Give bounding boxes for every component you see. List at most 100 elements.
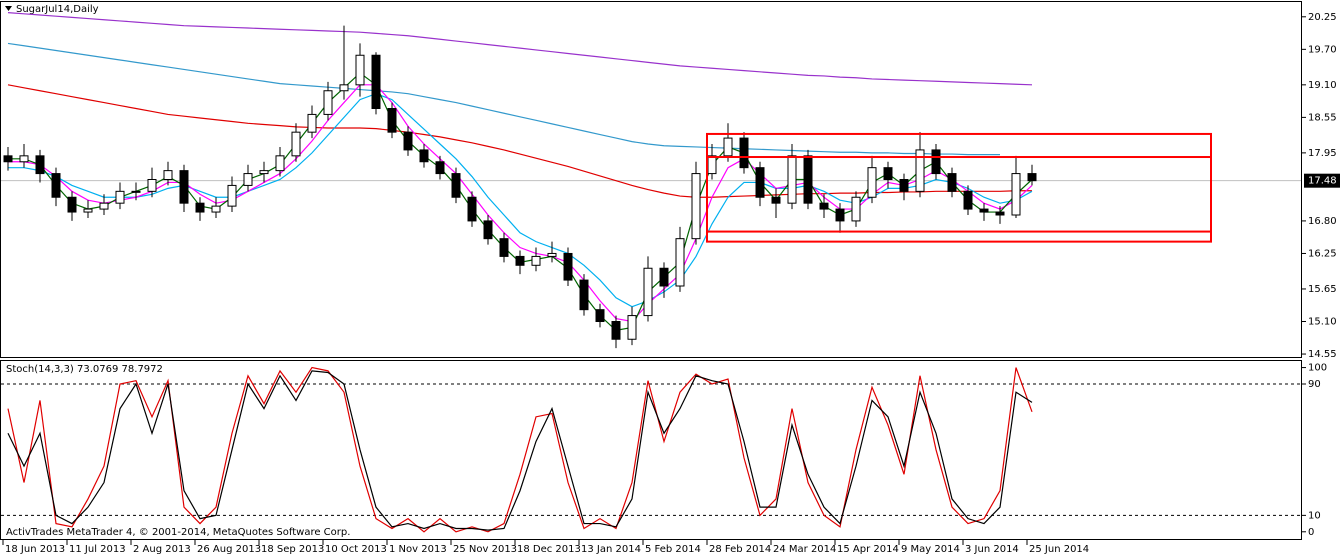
candle-body — [227, 184, 237, 207]
candle-body — [979, 208, 989, 213]
stoch-title: Stoch(14,3,3) 73.0769 78.7972 — [6, 364, 163, 375]
candle-body — [51, 173, 61, 198]
candle-body — [723, 137, 733, 157]
candle-body — [835, 208, 845, 222]
candle-body — [707, 155, 717, 175]
candle-body — [115, 190, 125, 204]
candle-body — [1027, 173, 1037, 182]
candle-body — [643, 267, 653, 317]
candle-body — [291, 131, 301, 157]
y-tick-label: 20.25 — [1308, 12, 1337, 23]
candle-body — [259, 170, 269, 175]
x-tick-label: 15 Apr 2014 — [837, 544, 899, 555]
candle-body — [211, 205, 221, 213]
candle-body — [19, 155, 29, 163]
last-price-box — [1304, 173, 1340, 188]
candle-body — [355, 54, 365, 86]
candle-body — [851, 196, 861, 222]
x-tick-label: 5 Feb 2014 — [645, 544, 701, 555]
stoch-line — [7, 366, 1033, 533]
candle-body — [787, 155, 797, 204]
candle-body — [963, 190, 973, 210]
y-tick-label: 10 — [1308, 510, 1321, 521]
y-tick-label: 100 — [1308, 363, 1327, 374]
candle-body — [403, 131, 413, 151]
x-tick-label: 11 Jul 2013 — [69, 544, 126, 555]
candle-body — [531, 255, 541, 266]
candle-body — [611, 321, 621, 340]
candle-body — [307, 113, 317, 133]
candle-body — [691, 173, 701, 240]
x-tick-label: 18 Dec 2013 — [517, 544, 581, 555]
candle-body — [867, 167, 877, 198]
candle-body — [675, 238, 685, 287]
candle-body — [659, 267, 669, 287]
x-tick-label: 1 Nov 2013 — [389, 544, 447, 555]
y-tick-label: 15.10 — [1308, 317, 1337, 328]
last-price-label: 17.48 — [1308, 176, 1337, 187]
candle-body — [755, 167, 765, 198]
candle-body — [275, 155, 285, 172]
stoch-panel-frame — [0, 360, 1302, 540]
candle-body — [899, 179, 909, 192]
candle-body — [771, 196, 781, 204]
candle-body — [99, 202, 109, 210]
candle-body — [323, 90, 333, 115]
y-tick-label: 0 — [1308, 527, 1314, 538]
x-tick-label: 18 Sep 2013 — [261, 544, 324, 555]
x-tick-label: 26 Aug 2013 — [197, 544, 261, 555]
candle-body — [547, 252, 557, 257]
x-tick-label: 13 Jan 2014 — [581, 544, 641, 555]
watermark: ActivTrades MetaTrader 4, © 2001-2014, M… — [6, 527, 350, 538]
y-tick-label: 14.55 — [1308, 349, 1337, 360]
candle-body — [1011, 173, 1021, 216]
candle-body — [819, 202, 829, 210]
x-tick-label: 28 Feb 2014 — [709, 544, 771, 555]
candle-body — [499, 238, 509, 257]
y-tick-label: 16.80 — [1308, 216, 1337, 227]
candle-body — [147, 179, 157, 192]
y-tick-label: 18.55 — [1308, 112, 1337, 123]
candle-body — [339, 84, 349, 92]
x-tick-label: 2 Aug 2013 — [133, 544, 191, 555]
candle-body — [627, 315, 637, 340]
x-tick-label: 24 Mar 2014 — [773, 544, 836, 555]
candle-body — [739, 137, 749, 169]
candle-body — [595, 309, 605, 322]
y-tick-label: 17.95 — [1308, 148, 1337, 159]
y-tick-label: 90 — [1308, 379, 1321, 390]
candle-body — [387, 108, 397, 133]
menu-arrow-icon — [5, 6, 12, 11]
candle-body — [163, 170, 173, 180]
y-tick-label: 19.10 — [1308, 80, 1337, 91]
moving-average — [7, 12, 1033, 86]
candle-body — [179, 170, 189, 204]
candle-body — [451, 173, 461, 198]
candle-body — [83, 208, 93, 213]
candle-body — [3, 155, 13, 163]
candle-body — [243, 173, 253, 186]
moving-average — [7, 84, 1032, 198]
candle-body — [35, 155, 45, 175]
candle-body — [515, 255, 525, 266]
candle-body — [483, 220, 493, 240]
moving-average — [7, 42, 1000, 156]
price-panel-frame — [0, 1, 1302, 358]
candle-body — [371, 54, 381, 109]
candle-body — [419, 149, 429, 163]
x-tick-label: 9 May 2014 — [901, 544, 960, 555]
candle-body — [67, 196, 77, 213]
candle-body — [883, 167, 893, 181]
y-tick-label: 15.65 — [1308, 284, 1337, 295]
y-tick-label: 16.25 — [1308, 248, 1337, 259]
candle-body — [195, 202, 205, 213]
stoch-line — [7, 370, 1033, 531]
range-box — [706, 156, 1212, 233]
x-tick-label: 25 Nov 2013 — [453, 544, 517, 555]
candle-body — [931, 149, 941, 175]
candle-body — [803, 155, 813, 204]
candle-body — [435, 161, 445, 175]
